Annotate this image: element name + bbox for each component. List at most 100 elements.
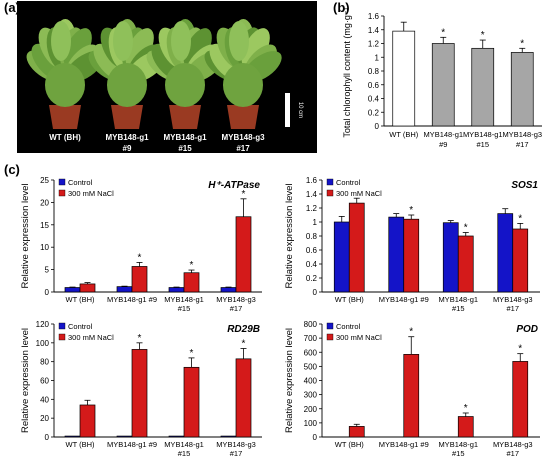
y-tick-label: 0.4 bbox=[306, 260, 318, 269]
y-tick-label: 0.4 bbox=[368, 95, 380, 104]
leaf bbox=[63, 28, 92, 69]
y-tick-label: 0 bbox=[45, 288, 50, 297]
bar bbox=[392, 30, 416, 127]
leaf bbox=[51, 21, 71, 61]
x-tick-label-line2: #17 bbox=[230, 304, 243, 313]
plant-number: #9 bbox=[123, 144, 132, 153]
y-tick-label: 600 bbox=[304, 348, 318, 357]
significance-mark: * bbox=[481, 30, 485, 41]
bar bbox=[431, 43, 455, 127]
plant-2: MYB148-g1 #9 bbox=[88, 19, 166, 153]
y-tick-label: 25 bbox=[40, 176, 49, 185]
leaf bbox=[165, 63, 205, 107]
x-tick-label: WT (BH) bbox=[335, 295, 365, 304]
y-axis-label: Relative expression level bbox=[20, 328, 31, 433]
bar bbox=[403, 354, 420, 438]
y-tick-label: 10 bbox=[40, 243, 49, 252]
y-tick-label: 60 bbox=[40, 377, 49, 386]
pot bbox=[227, 105, 259, 129]
bar bbox=[457, 235, 474, 293]
x-tick-label: MYB148-g1 bbox=[164, 440, 204, 449]
y-tick-label: 15 bbox=[40, 221, 49, 230]
y-tick-label: 800 bbox=[304, 320, 318, 329]
significance-mark: * bbox=[409, 205, 413, 216]
y-tick-label: 80 bbox=[40, 358, 49, 367]
plant-number: #17 bbox=[236, 144, 250, 153]
plant-label: MYB148-g3 bbox=[221, 133, 265, 142]
bar bbox=[333, 221, 350, 293]
chart-title: H⁺-ATPase bbox=[208, 180, 260, 191]
y-tick-label: 5 bbox=[45, 266, 50, 275]
leaf bbox=[223, 63, 263, 107]
x-tick-label-line2: #17 bbox=[506, 304, 519, 313]
bar bbox=[64, 435, 81, 438]
x-tick-label-line2: #15 bbox=[452, 449, 465, 458]
x-tick-label: WT (BH) bbox=[335, 440, 365, 449]
legend-label: 300 mM NaCl bbox=[336, 189, 382, 198]
plant-3: MYB148-g1 #15 bbox=[146, 19, 224, 153]
legend-swatch bbox=[326, 178, 334, 186]
y-tick-label: 1 bbox=[313, 218, 318, 227]
leaf bbox=[183, 28, 212, 69]
leaf bbox=[45, 63, 85, 107]
plant-label: MYB148-g1 bbox=[163, 133, 207, 142]
significance-mark: * bbox=[138, 333, 142, 344]
legend-label: 300 mM NaCl bbox=[68, 189, 114, 198]
x-tick-label: MYB148-g1 bbox=[438, 440, 478, 449]
scale-bar-label: 10 cm bbox=[297, 102, 303, 118]
pot bbox=[169, 105, 201, 129]
leaf bbox=[171, 21, 191, 61]
x-tick-label-line2: #15 bbox=[476, 140, 489, 149]
bar bbox=[220, 287, 237, 293]
y-tick-label: 0 bbox=[313, 433, 318, 442]
y-tick-label: 1.6 bbox=[368, 12, 380, 21]
bar bbox=[220, 435, 237, 438]
y-tick-label: 1 bbox=[375, 53, 380, 62]
legend-swatch bbox=[326, 189, 334, 197]
x-tick-label-line2: #15 bbox=[178, 449, 191, 458]
bar bbox=[457, 416, 474, 438]
plant-label: WT (BH) bbox=[49, 133, 81, 142]
y-tick-label: 40 bbox=[40, 395, 49, 404]
bar bbox=[131, 349, 148, 438]
x-tick-label: WT (BH) bbox=[65, 440, 95, 449]
significance-mark: * bbox=[441, 27, 445, 38]
x-tick-label: WT (BH) bbox=[65, 295, 95, 304]
legend-label: Control bbox=[336, 178, 361, 187]
chart-title: RD29B bbox=[227, 324, 260, 335]
bar bbox=[235, 216, 252, 293]
plant-illustration: WT (BH) MYB148-g1 #9 MYB148-g1 #15 MYB148-g3 #… bbox=[26, 19, 303, 153]
y-tick-label: 0.8 bbox=[306, 232, 318, 241]
y-axis-label: Relative expression level bbox=[284, 328, 295, 433]
leaf bbox=[125, 28, 154, 69]
plant-number: #15 bbox=[178, 144, 192, 153]
chart-title: POD bbox=[516, 324, 538, 335]
bar bbox=[183, 366, 200, 438]
chart-h-atpase: Relative expression level 0 5 10 15 20 25 * * * WT… bbox=[20, 176, 262, 313]
y-tick-label: 1.2 bbox=[306, 204, 318, 213]
bar bbox=[497, 213, 514, 293]
x-tick-label: MYB148-g3 bbox=[493, 440, 533, 449]
leaf bbox=[107, 63, 147, 107]
bar bbox=[510, 52, 534, 127]
legend-swatch bbox=[58, 178, 66, 186]
leaf bbox=[229, 21, 249, 61]
x-tick-label: MYB148-g3 bbox=[216, 440, 256, 449]
x-tick-label: MYB148-g1 #9 bbox=[107, 440, 157, 449]
panel-b-label: (b) bbox=[333, 0, 350, 15]
chart-chlorophyll: Total chlorophyll content (mg·g⁻¹) 0 0.2 0.… bbox=[342, 8, 542, 149]
y-tick-label: 1.2 bbox=[368, 40, 380, 49]
y-tick-label: 700 bbox=[304, 334, 318, 343]
legend-label: 300 mM NaCl bbox=[68, 333, 114, 342]
x-tick-label: MYB148-g1 #9 bbox=[379, 440, 429, 449]
significance-mark: * bbox=[520, 38, 524, 49]
bar bbox=[235, 358, 252, 438]
y-tick-label: 0.2 bbox=[368, 108, 380, 117]
bar bbox=[388, 216, 405, 293]
significance-mark: * bbox=[464, 223, 468, 234]
significance-mark: * bbox=[409, 327, 413, 338]
y-tick-label: 100 bbox=[304, 419, 318, 428]
legend-label: 300 mM NaCl bbox=[336, 333, 382, 342]
y-axis-label: Total chlorophyll content (mg·g⁻¹) bbox=[342, 8, 352, 138]
pot bbox=[111, 105, 143, 129]
